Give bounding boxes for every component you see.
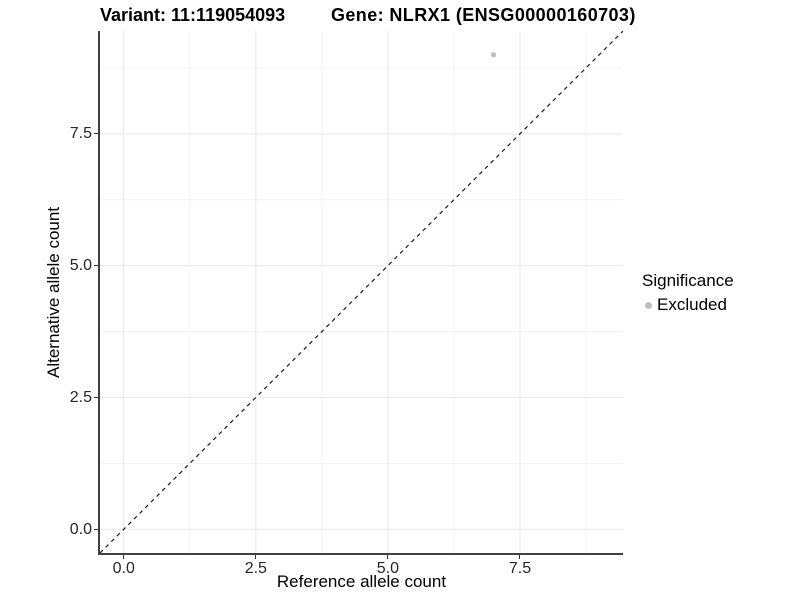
plot-canvas bbox=[100, 31, 623, 553]
x-axis-title: Reference allele count bbox=[276, 572, 447, 591]
plot-title-gene: Gene: NLRX1 (ENSG00000160703) bbox=[331, 5, 636, 25]
y-tick-mark bbox=[94, 396, 98, 398]
y-tick-label: 0.0 bbox=[69, 520, 92, 538]
legend-point-icon bbox=[645, 301, 652, 309]
x-tick-label: 0.0 bbox=[112, 560, 135, 577]
data-point bbox=[490, 52, 497, 58]
x-tick-label: 2.5 bbox=[244, 560, 267, 577]
plot-panel bbox=[98, 31, 623, 555]
legend: Significance Excluded bbox=[642, 271, 734, 315]
x-tick-label: 5.0 bbox=[376, 560, 400, 577]
y-tick-mark bbox=[94, 528, 98, 530]
legend-item-excluded: Excluded bbox=[642, 295, 734, 315]
y-tick-label: 2.5 bbox=[69, 388, 92, 406]
x-tick-mark bbox=[519, 555, 521, 559]
x-tick-mark bbox=[255, 555, 257, 559]
y-tick-label: 7.5 bbox=[69, 125, 92, 143]
x-tick-mark bbox=[387, 555, 389, 559]
y-tick-mark bbox=[94, 133, 98, 135]
y-tick-mark bbox=[94, 265, 98, 267]
x-tick-label: 7.5 bbox=[508, 560, 532, 577]
legend-title: Significance bbox=[642, 271, 734, 290]
identity-reference-line bbox=[100, 31, 623, 553]
legend-item-label: Excluded bbox=[657, 295, 727, 314]
plot-title-variant: Variant: 11:119054093 bbox=[100, 5, 286, 25]
y-tick-label: 5.0 bbox=[69, 257, 92, 275]
y-axis-title: Alternative allele count bbox=[44, 206, 63, 378]
x-tick-mark bbox=[123, 555, 125, 559]
